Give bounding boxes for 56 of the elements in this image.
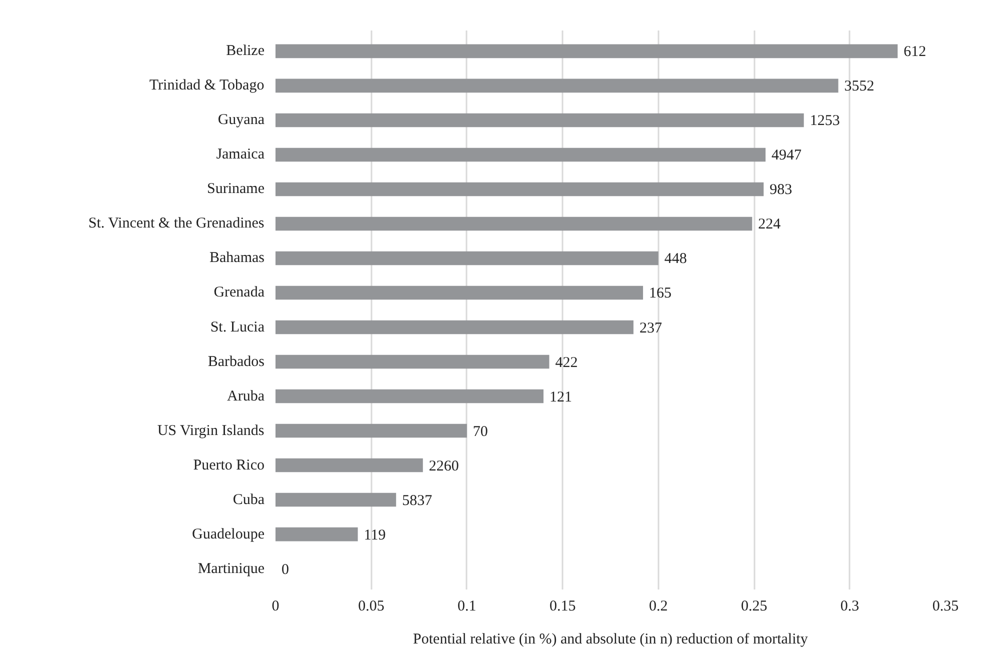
annotation: 237 (639, 320, 662, 336)
y-tick-label: Jamaica (216, 146, 265, 163)
y-tick-label: Aruba (227, 388, 265, 404)
y-tick-label: US Virgin Islands (157, 422, 264, 439)
annotation: 0 (282, 562, 289, 578)
y-tick-label: Guyana (218, 112, 265, 128)
y-tick-label: Puerto Rico (193, 457, 265, 474)
bar (276, 113, 804, 128)
annotation: 70 (472, 424, 488, 440)
y-tick-label: Grenada (214, 284, 265, 301)
x-tick-label: 0.3 (840, 598, 860, 614)
bar (276, 216, 752, 231)
x-tick-label: 0.15 (550, 598, 576, 614)
annotation: 1253 (810, 113, 840, 130)
bar (276, 286, 644, 300)
bar (276, 492, 396, 507)
y-tick-label: Martinique (198, 560, 265, 577)
y-tick-label: Suriname (207, 181, 265, 198)
bar (276, 458, 423, 472)
x-tick-label: 0.05 (358, 598, 384, 614)
bar (276, 44, 898, 58)
annotation: 165 (649, 286, 672, 302)
x-axis-title: Potential relative (in %) and absolute (in n) reduction of mortality (413, 632, 808, 648)
y-tick-label: Barbados (208, 354, 265, 370)
annotation: 983 (770, 182, 792, 198)
annotation: 448 (664, 251, 687, 268)
y-tick-label: Trinidad & Tobago (149, 78, 264, 94)
bar (276, 354, 550, 369)
annotation: 4947 (772, 148, 802, 164)
bar (276, 251, 658, 266)
annotation: 5837 (402, 492, 433, 509)
annotation: 224 (758, 216, 782, 233)
y-tick-label: Belize (226, 43, 265, 60)
bar (276, 148, 766, 162)
y-tick-label: Guadeloupe (192, 526, 265, 542)
bar (276, 424, 467, 438)
x-tick-label: 0.35 (932, 598, 959, 614)
x-tick-label: 0 (272, 598, 280, 614)
annotation: 119 (364, 527, 386, 544)
y-tick-label: Bahamas (210, 250, 265, 266)
annotation: 612 (904, 44, 926, 60)
x-tick-label: 0.1 (458, 598, 476, 614)
bar (276, 78, 838, 93)
y-tick-label: St. Lucia (210, 319, 265, 336)
y-tick-label: Cuba (232, 492, 265, 508)
bar (276, 182, 764, 196)
annotation: 422 (555, 354, 578, 371)
bar (276, 527, 358, 542)
bar (276, 320, 634, 334)
y-tick-label: St. Vincent & the Grenadines (88, 216, 264, 232)
annotation: 3552 (844, 78, 874, 95)
x-tick-label: 0.2 (648, 598, 668, 614)
annotation: 2260 (428, 458, 459, 474)
annotation: 121 (550, 389, 572, 406)
x-tick-label: 0.25 (740, 598, 768, 614)
bar (276, 389, 544, 404)
